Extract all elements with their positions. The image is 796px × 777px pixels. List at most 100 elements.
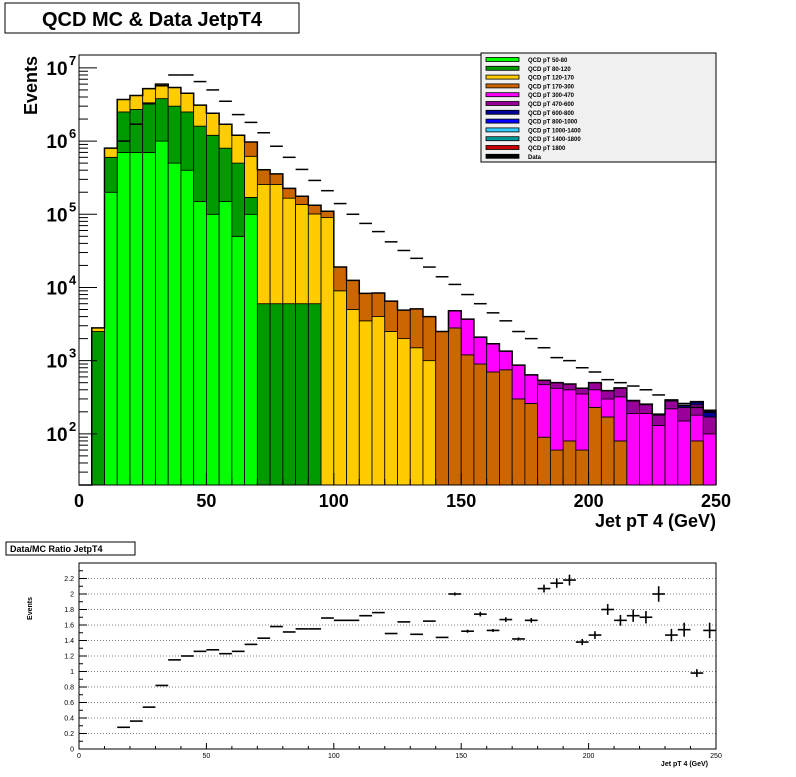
bar-qcd-pt-50-80-bin-9	[194, 201, 207, 485]
bar-qcd-pt-300-470-bin-38	[563, 390, 576, 441]
bar-qcd-pt-80-120-bin-17	[296, 304, 309, 485]
bar-qcd-pt-120-170-bin-5	[143, 89, 156, 104]
bar-qcd-pt-470-600-bin-46	[665, 401, 678, 409]
bar-qcd-pt-170-300-bin-29	[448, 328, 461, 485]
bar-qcd-pt-300-470-bin-47	[678, 421, 691, 485]
bar-qcd-pt-80-120-bin-15	[270, 304, 283, 485]
bar-qcd-pt-470-600-bin-47	[678, 407, 691, 421]
bar-qcd-pt-120-170-bin-3	[117, 99, 130, 111]
bar-qcd-pt-170-300-bin-13	[245, 142, 258, 156]
bar-qcd-pt-120-170-bin-9	[194, 105, 207, 126]
bar-qcd-pt-170-300-bin-14	[257, 170, 270, 185]
bar-qcd-pt-300-470-bin-39	[576, 394, 589, 450]
ratio-y-tick-label: 0.6	[64, 700, 74, 707]
main-title: QCD MC & Data JetpT4	[42, 9, 263, 31]
y-tick-exponent: 5	[69, 199, 76, 214]
bar-qcd-pt-300-470-bin-40	[589, 390, 602, 408]
bar-qcd-pt-80-120-bin-8	[181, 112, 194, 170]
bar-qcd-pt-120-170-bin-23	[372, 317, 385, 485]
bar-qcd-pt-120-170-bin-27	[423, 361, 436, 485]
y-tick-label: 10	[46, 132, 67, 153]
x-tick-label: 100	[319, 491, 349, 511]
bar-qcd-pt-120-170-bin-21	[347, 309, 360, 485]
legend-swatch	[486, 75, 519, 79]
bar-qcd-pt-470-600-bin-41	[601, 391, 614, 399]
ratio-y-tick-label: 1	[70, 669, 74, 676]
y-tick-exponent: 4	[69, 272, 77, 287]
x-tick-label: 250	[701, 491, 731, 511]
legend-label: QCD pT 1000-1400	[528, 128, 581, 134]
ratio-x-tick-label: 50	[203, 753, 211, 760]
bar-qcd-pt-120-170-bin-25	[398, 339, 411, 485]
bar-qcd-pt-300-470-bin-35	[525, 375, 538, 404]
bar-qcd-pt-80-120-bin-18	[308, 304, 321, 485]
ratio-y-tick-label: 1.2	[64, 654, 74, 661]
bar-qcd-pt-470-600-bin-45	[652, 415, 665, 425]
y-tick-label: 10	[46, 425, 67, 446]
bar-qcd-pt-170-300-bin-40	[589, 407, 602, 485]
bar-qcd-pt-470-600-bin-49	[703, 417, 716, 434]
bar-qcd-pt-50-80-bin-10	[206, 214, 219, 485]
bar-qcd-pt-80-120-bin-14	[257, 304, 270, 485]
bar-qcd-pt-50-80-bin-8	[181, 170, 194, 485]
ratio-y-tick-label: 1.6	[64, 623, 74, 630]
ratio-x-tick-label: 100	[328, 753, 340, 760]
ratio-y-tick-label: 2	[70, 592, 74, 599]
bar-qcd-pt-120-170-bin-18	[308, 214, 321, 304]
bar-qcd-pt-300-470-bin-42	[614, 397, 627, 441]
bar-qcd-pt-300-470-bin-37	[550, 388, 563, 450]
bar-qcd-pt-120-170-bin-11	[219, 124, 232, 148]
legend-swatch	[486, 119, 519, 123]
y-tick-exponent: 6	[69, 126, 76, 141]
ratio-y-tick-label: 1.4	[64, 638, 74, 645]
ratio-y-tick-label: 2.2	[64, 576, 74, 583]
x-tick-label: 150	[446, 491, 476, 511]
bar-qcd-pt-170-300-bin-34	[512, 399, 525, 485]
legend-swatch	[486, 110, 519, 114]
bar-qcd-pt-170-300-bin-32	[487, 372, 500, 485]
bar-qcd-pt-300-470-bin-43	[627, 413, 640, 485]
bar-qcd-pt-300-470-bin-49	[703, 434, 716, 485]
bar-qcd-pt-170-300-bin-36	[538, 437, 551, 485]
bar-qcd-pt-170-300-bin-35	[525, 403, 538, 485]
ratio-x-axis-label: Jet pT 4 (GeV)	[661, 761, 708, 768]
legend-label: QCD pT 1800	[528, 146, 566, 152]
bar-qcd-pt-170-300-bin-16	[283, 188, 296, 198]
bar-qcd-pt-170-300-bin-42	[614, 441, 627, 485]
legend-swatch	[486, 128, 519, 132]
main-y-axis-label: Events	[21, 56, 41, 115]
legend-label: QCD pT 300-470	[528, 93, 575, 99]
bar-qcd-pt-80-120-bin-7	[168, 106, 181, 163]
ratio-title: Data/MC Ratio JetpT4	[10, 544, 103, 554]
bar-qcd-pt-80-120-bin-13	[245, 197, 258, 214]
bar-qcd-pt-120-170-bin-17	[296, 204, 309, 303]
x-tick-label: 0	[74, 491, 84, 511]
bar-qcd-pt-170-300-bin-31	[474, 364, 487, 485]
ratio-y-tick-label: 0	[70, 747, 74, 754]
bar-qcd-pt-120-170-bin-8	[181, 93, 194, 112]
bar-qcd-pt-300-470-bin-48	[691, 415, 704, 441]
legend-label: QCD pT 470-600	[528, 102, 575, 108]
bar-qcd-pt-170-300-bin-20	[334, 267, 347, 291]
bar-qcd-pt-120-170-bin-26	[410, 348, 423, 485]
bar-qcd-pt-170-300-bin-37	[550, 450, 563, 485]
legend-swatch	[486, 137, 519, 141]
bar-qcd-pt-50-80-bin-6	[155, 141, 168, 485]
legend-swatch	[486, 66, 519, 70]
bar-qcd-pt-170-300-bin-39	[576, 450, 589, 485]
y-tick-exponent: 3	[69, 346, 76, 361]
bar-qcd-pt-120-170-bin-12	[232, 135, 245, 163]
bar-qcd-pt-50-80-bin-3	[117, 152, 130, 485]
bar-qcd-pt-50-80-bin-4	[130, 152, 143, 485]
ratio-y-tick-label: 1.8	[64, 607, 74, 614]
ratio-y-axis-label: Events	[27, 597, 34, 620]
bar-qcd-pt-50-80-bin-11	[219, 201, 232, 485]
bar-qcd-pt-170-300-bin-19	[321, 211, 334, 217]
legend-swatch	[486, 154, 519, 158]
legend-label: QCD pT 1400-1800	[528, 137, 581, 143]
bar-qcd-pt-300-470-bin-34	[512, 365, 525, 399]
ratio-y-tick-label: 0.8	[64, 685, 74, 692]
bar-qcd-pt-170-300-bin-25	[398, 310, 411, 338]
bar-qcd-pt-80-120-bin-11	[219, 148, 232, 201]
